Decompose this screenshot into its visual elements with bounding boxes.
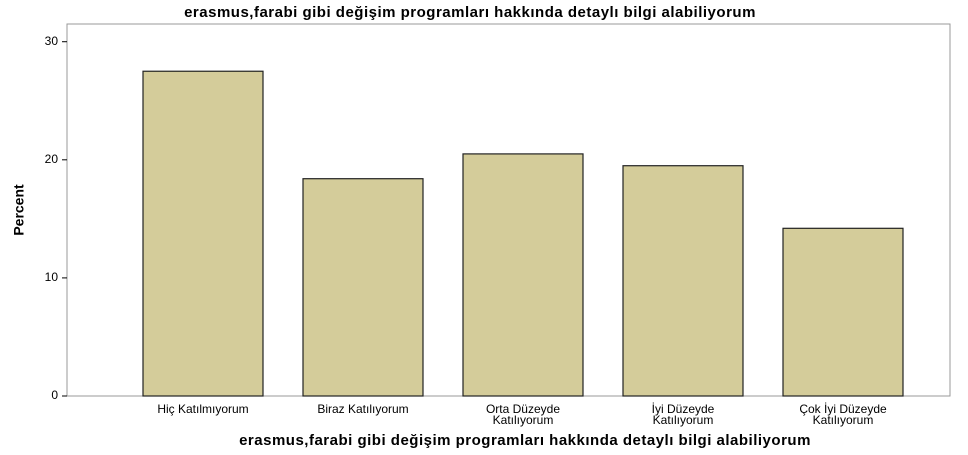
y-axis-label: Percent bbox=[11, 184, 27, 236]
y-tick-label: 20 bbox=[45, 152, 59, 166]
x-tick-label: Orta Düzeyde Katılıyorum bbox=[486, 402, 560, 427]
x-axis-label: erasmus,farabi gibi değişim programları … bbox=[239, 432, 811, 449]
bar bbox=[622, 165, 744, 397]
x-tick-label: Hiç Katılmıyorum bbox=[157, 402, 248, 416]
bar bbox=[782, 227, 904, 397]
x-tick-label: Biraz Katılıyorum bbox=[317, 402, 408, 416]
y-tick-label: 30 bbox=[45, 34, 59, 48]
x-tick-label: Çok İyi Düzeyde Katılıyorum bbox=[799, 402, 887, 427]
bar bbox=[462, 153, 584, 397]
chart-title: erasmus,farabi gibi değişim programları … bbox=[184, 4, 756, 21]
y-tick-label: 0 bbox=[51, 388, 58, 402]
x-tick-label: İyi Düzeyde Katılıyorum bbox=[652, 402, 715, 427]
bar bbox=[142, 70, 264, 397]
y-tick-label: 10 bbox=[45, 270, 59, 284]
bar bbox=[302, 178, 424, 397]
